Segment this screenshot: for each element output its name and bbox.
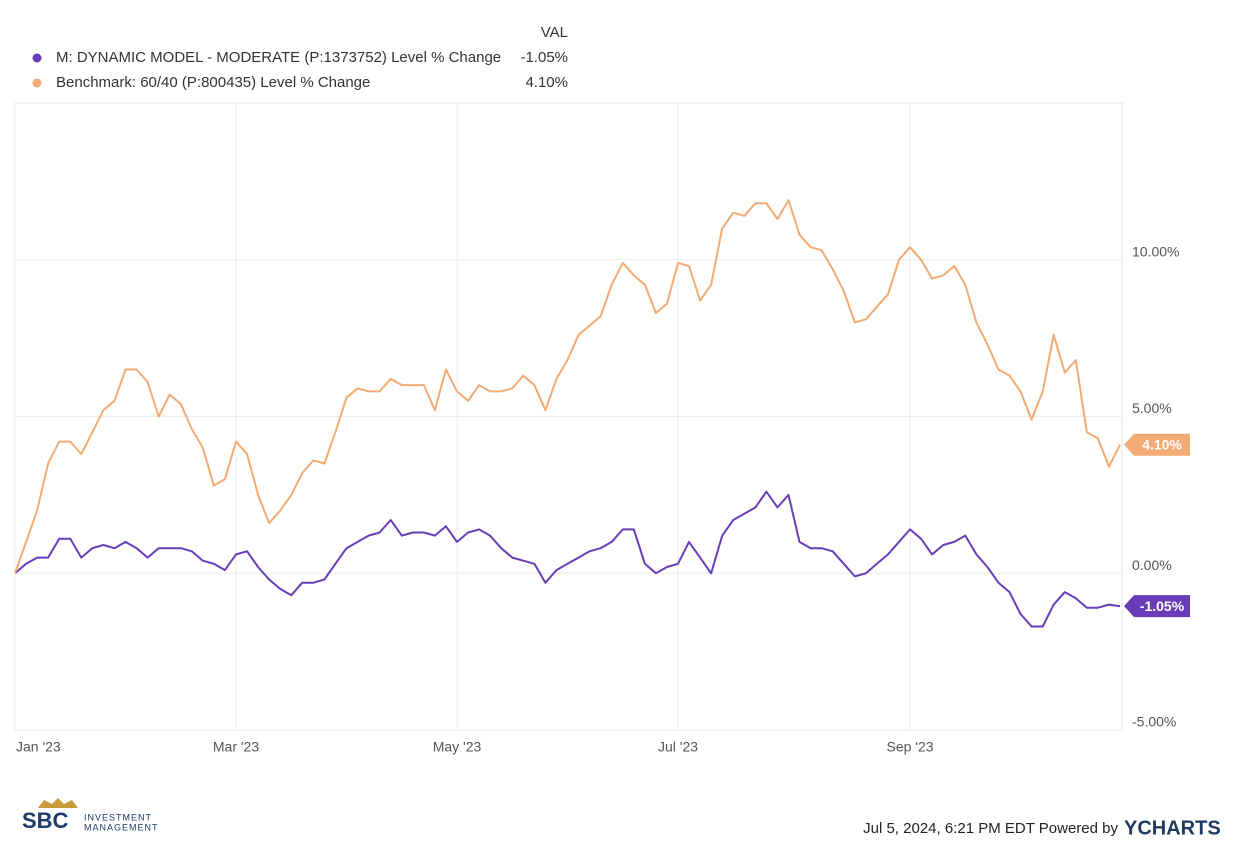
y-tick-label: 0.00% bbox=[1132, 557, 1172, 573]
footer-brand: YCHARTS bbox=[1124, 817, 1221, 839]
end-tag-label: 4.10% bbox=[1142, 436, 1182, 452]
logo-line2: MANAGEMENT bbox=[84, 822, 159, 832]
x-tick-label: Jan '23 bbox=[16, 739, 61, 755]
y-tick-label: -5.00% bbox=[1132, 714, 1176, 730]
legend-label: Benchmark: 60/40 (P:800435) Level % Chan… bbox=[56, 74, 370, 91]
end-tag bbox=[1124, 433, 1190, 456]
legend-value: -1.05% bbox=[520, 49, 568, 66]
x-tick-label: Sep '23 bbox=[887, 739, 934, 755]
end-tag bbox=[1124, 595, 1190, 618]
y-tick-label: 10.00% bbox=[1132, 243, 1179, 259]
legend-value: 4.10% bbox=[525, 74, 568, 91]
legend-label: M: DYNAMIC MODEL - MODERATE (P:1373752) … bbox=[56, 49, 501, 66]
logo-line1: INVESTMENT bbox=[84, 812, 152, 822]
x-tick-label: Mar '23 bbox=[213, 739, 259, 755]
x-tick-label: May '23 bbox=[433, 739, 482, 755]
series-line bbox=[14, 490, 1121, 628]
end-tag-label: -1.05% bbox=[1140, 598, 1185, 614]
logo-crown bbox=[38, 798, 78, 808]
legend-header: VAL bbox=[541, 24, 568, 41]
x-tick-label: Jul '23 bbox=[658, 739, 698, 755]
footer-timestamp: Jul 5, 2024, 6:21 PM EDT Powered by bbox=[863, 820, 1118, 837]
logo-name: SBC bbox=[22, 808, 69, 833]
legend-marker bbox=[32, 53, 42, 63]
series-line bbox=[14, 199, 1121, 574]
logo: SBC INVESTMENT MANAGEMENT bbox=[22, 798, 159, 833]
y-tick-label: 5.00% bbox=[1132, 400, 1172, 416]
legend-marker bbox=[32, 78, 42, 88]
